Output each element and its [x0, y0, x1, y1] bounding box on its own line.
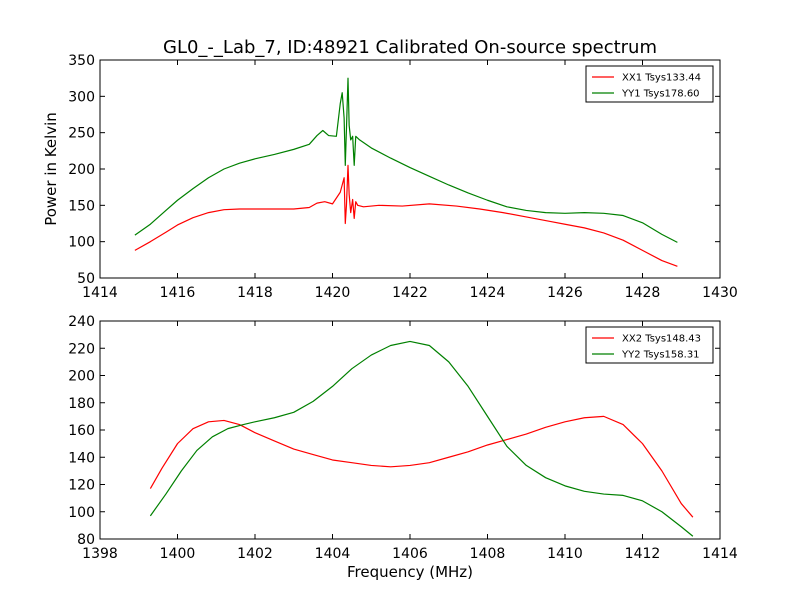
series-line-yy — [134, 77, 678, 243]
y-tick-label: 250 — [68, 126, 95, 142]
y-tick-label: 180 — [68, 396, 95, 412]
legend-label: XX1 Tsys133.44 — [622, 73, 701, 84]
x-tick-label: 1414 — [82, 285, 118, 301]
legend-label: YY2 Tsys158.31 — [621, 350, 700, 361]
series-group — [134, 77, 678, 267]
y-tick-label: 50 — [77, 271, 95, 287]
x-tick-label: 1414 — [702, 546, 738, 562]
y-tick-label: 150 — [68, 198, 95, 214]
x-tick-label: 1406 — [392, 546, 428, 562]
x-tick-label: 1420 — [315, 285, 351, 301]
top-spectrum-panel: 1414 1416 1418 1420 1422 1424 1426 1428 1430 50 10… — [68, 53, 738, 301]
x-tick-label: 1408 — [470, 546, 506, 562]
x-axis-label: Frequency (MHz) — [347, 563, 473, 581]
y-tick-label: 240 — [68, 314, 95, 330]
y-tick-label: 350 — [68, 53, 95, 69]
y-tick-label: 300 — [68, 89, 95, 105]
x-tick-label: 1430 — [702, 285, 738, 301]
x-tick-label: 1412 — [625, 546, 661, 562]
y-tick-label: 80 — [77, 532, 95, 548]
x-tick-label: 1418 — [237, 285, 273, 301]
x-tick-label: 1422 — [392, 285, 428, 301]
x-tick-label: 1426 — [547, 285, 583, 301]
x-tick-label: 1398 — [82, 546, 118, 562]
y-tick-label: 200 — [68, 369, 95, 385]
series-line-yy — [149, 340, 694, 537]
x-tick-label: 1402 — [237, 546, 273, 562]
series-line-xx — [134, 164, 678, 267]
x-tick-label: 1424 — [470, 285, 506, 301]
x-tick-label: 1416 — [160, 285, 196, 301]
chart-title: GL0_-_Lab_7, ID:48921 Calibrated On-sour… — [163, 37, 657, 58]
legend-box — [585, 65, 714, 103]
y-tick-label: 160 — [68, 423, 95, 439]
y-tick-label: 100 — [68, 505, 95, 521]
x-tick-label: 1404 — [315, 546, 351, 562]
x-tick-label: 1428 — [625, 285, 661, 301]
legend: XX1 Tsys133.44 YY1 Tsys178.60 — [585, 65, 714, 103]
y-tick-label: 120 — [68, 478, 95, 494]
y-tick-label: 140 — [68, 450, 95, 466]
legend-box — [585, 326, 714, 364]
y-tick-label: 200 — [68, 162, 95, 178]
series-line-xx — [149, 415, 694, 518]
series-group — [149, 340, 694, 537]
bottom-spectrum-panel: 1398 1400 1402 1404 1406 1408 1410 1412 1414 80 10… — [68, 314, 738, 562]
legend: XX2 Tsys148.43 YY2 Tsys158.31 — [585, 326, 714, 364]
x-tick-label: 1400 — [160, 546, 196, 562]
x-tick-label: 1410 — [547, 546, 583, 562]
legend-label: YY1 Tsys178.60 — [621, 89, 700, 100]
y-tick-label: 220 — [68, 341, 95, 357]
y-tick-label: 100 — [68, 235, 95, 251]
y-axis-label: Power in Kelvin — [42, 112, 60, 226]
legend-label: XX2 Tsys148.43 — [622, 334, 701, 345]
